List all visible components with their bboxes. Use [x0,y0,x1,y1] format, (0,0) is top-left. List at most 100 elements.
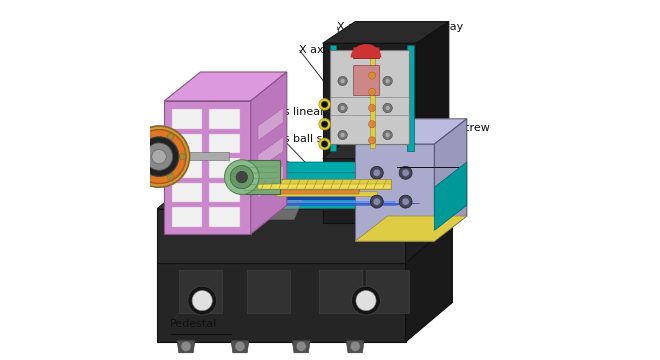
Text: Tailstock: Tailstock [397,152,444,162]
Polygon shape [323,133,449,158]
Circle shape [385,78,390,84]
Polygon shape [248,187,308,220]
Polygon shape [370,58,375,148]
Circle shape [144,133,150,140]
Polygon shape [355,119,467,144]
Polygon shape [209,109,240,129]
Polygon shape [258,173,420,202]
Text: Pedestal: Pedestal [170,319,217,329]
Polygon shape [172,134,202,153]
Circle shape [340,78,345,84]
Polygon shape [258,203,420,205]
Polygon shape [157,223,452,263]
Polygon shape [164,72,287,101]
Circle shape [383,76,392,86]
Polygon shape [258,184,391,189]
Polygon shape [229,171,431,193]
Polygon shape [157,263,406,342]
Circle shape [168,133,174,140]
Circle shape [132,130,186,184]
Circle shape [224,160,259,194]
Polygon shape [172,109,202,129]
Text: Z axis ball screw: Z axis ball screw [256,134,349,144]
Polygon shape [355,144,434,241]
Circle shape [181,341,191,351]
Polygon shape [355,216,467,241]
Polygon shape [172,158,202,178]
Text: X axis sliding plate: X axis sliding plate [300,45,405,55]
Circle shape [139,137,179,176]
Polygon shape [209,158,240,178]
Circle shape [279,179,292,192]
Circle shape [352,286,380,315]
Polygon shape [319,270,362,313]
Circle shape [338,130,347,140]
Circle shape [319,138,331,150]
Polygon shape [406,169,452,263]
Polygon shape [323,22,449,43]
Circle shape [373,198,380,205]
Polygon shape [204,173,446,205]
Circle shape [321,141,328,147]
Circle shape [370,166,383,179]
Polygon shape [330,50,409,144]
Circle shape [319,118,331,130]
Polygon shape [164,101,251,234]
Polygon shape [172,183,202,202]
Circle shape [188,286,216,315]
Polygon shape [258,108,283,140]
Circle shape [350,341,360,351]
Polygon shape [209,183,240,202]
Circle shape [340,132,345,138]
Polygon shape [179,270,222,313]
Polygon shape [323,43,416,223]
Circle shape [356,291,376,311]
Polygon shape [276,190,359,194]
Polygon shape [161,152,229,160]
Text: Z axis linear guideway: Z axis linear guideway [256,107,382,117]
Circle shape [368,88,376,95]
Polygon shape [406,223,452,342]
Polygon shape [366,270,409,313]
Text: X axis ball screw: X axis ball screw [397,123,490,133]
Polygon shape [229,196,431,200]
Polygon shape [416,22,449,223]
Circle shape [402,169,409,176]
Circle shape [383,103,392,113]
Polygon shape [157,209,406,263]
Polygon shape [353,65,379,95]
Circle shape [230,166,253,189]
Circle shape [236,171,248,183]
Polygon shape [346,340,364,353]
Polygon shape [157,169,452,209]
Polygon shape [283,180,359,191]
Polygon shape [229,180,431,202]
Polygon shape [258,137,283,169]
Polygon shape [292,340,310,353]
Circle shape [129,126,189,187]
Circle shape [133,153,139,160]
Polygon shape [258,179,391,189]
Polygon shape [258,166,283,198]
Polygon shape [231,340,249,353]
Circle shape [235,341,245,351]
Polygon shape [209,134,240,153]
Circle shape [385,132,390,138]
Polygon shape [248,270,290,313]
Polygon shape [240,160,280,194]
Circle shape [373,169,380,176]
Polygon shape [251,72,287,234]
Circle shape [385,105,390,111]
Circle shape [321,121,328,127]
Circle shape [296,341,306,351]
Circle shape [370,195,383,208]
Polygon shape [330,45,337,151]
Circle shape [368,104,376,112]
Polygon shape [229,180,308,209]
Circle shape [145,143,173,170]
Circle shape [179,153,185,160]
Circle shape [340,105,345,111]
Polygon shape [434,162,467,230]
Circle shape [338,76,347,86]
Circle shape [402,198,409,205]
